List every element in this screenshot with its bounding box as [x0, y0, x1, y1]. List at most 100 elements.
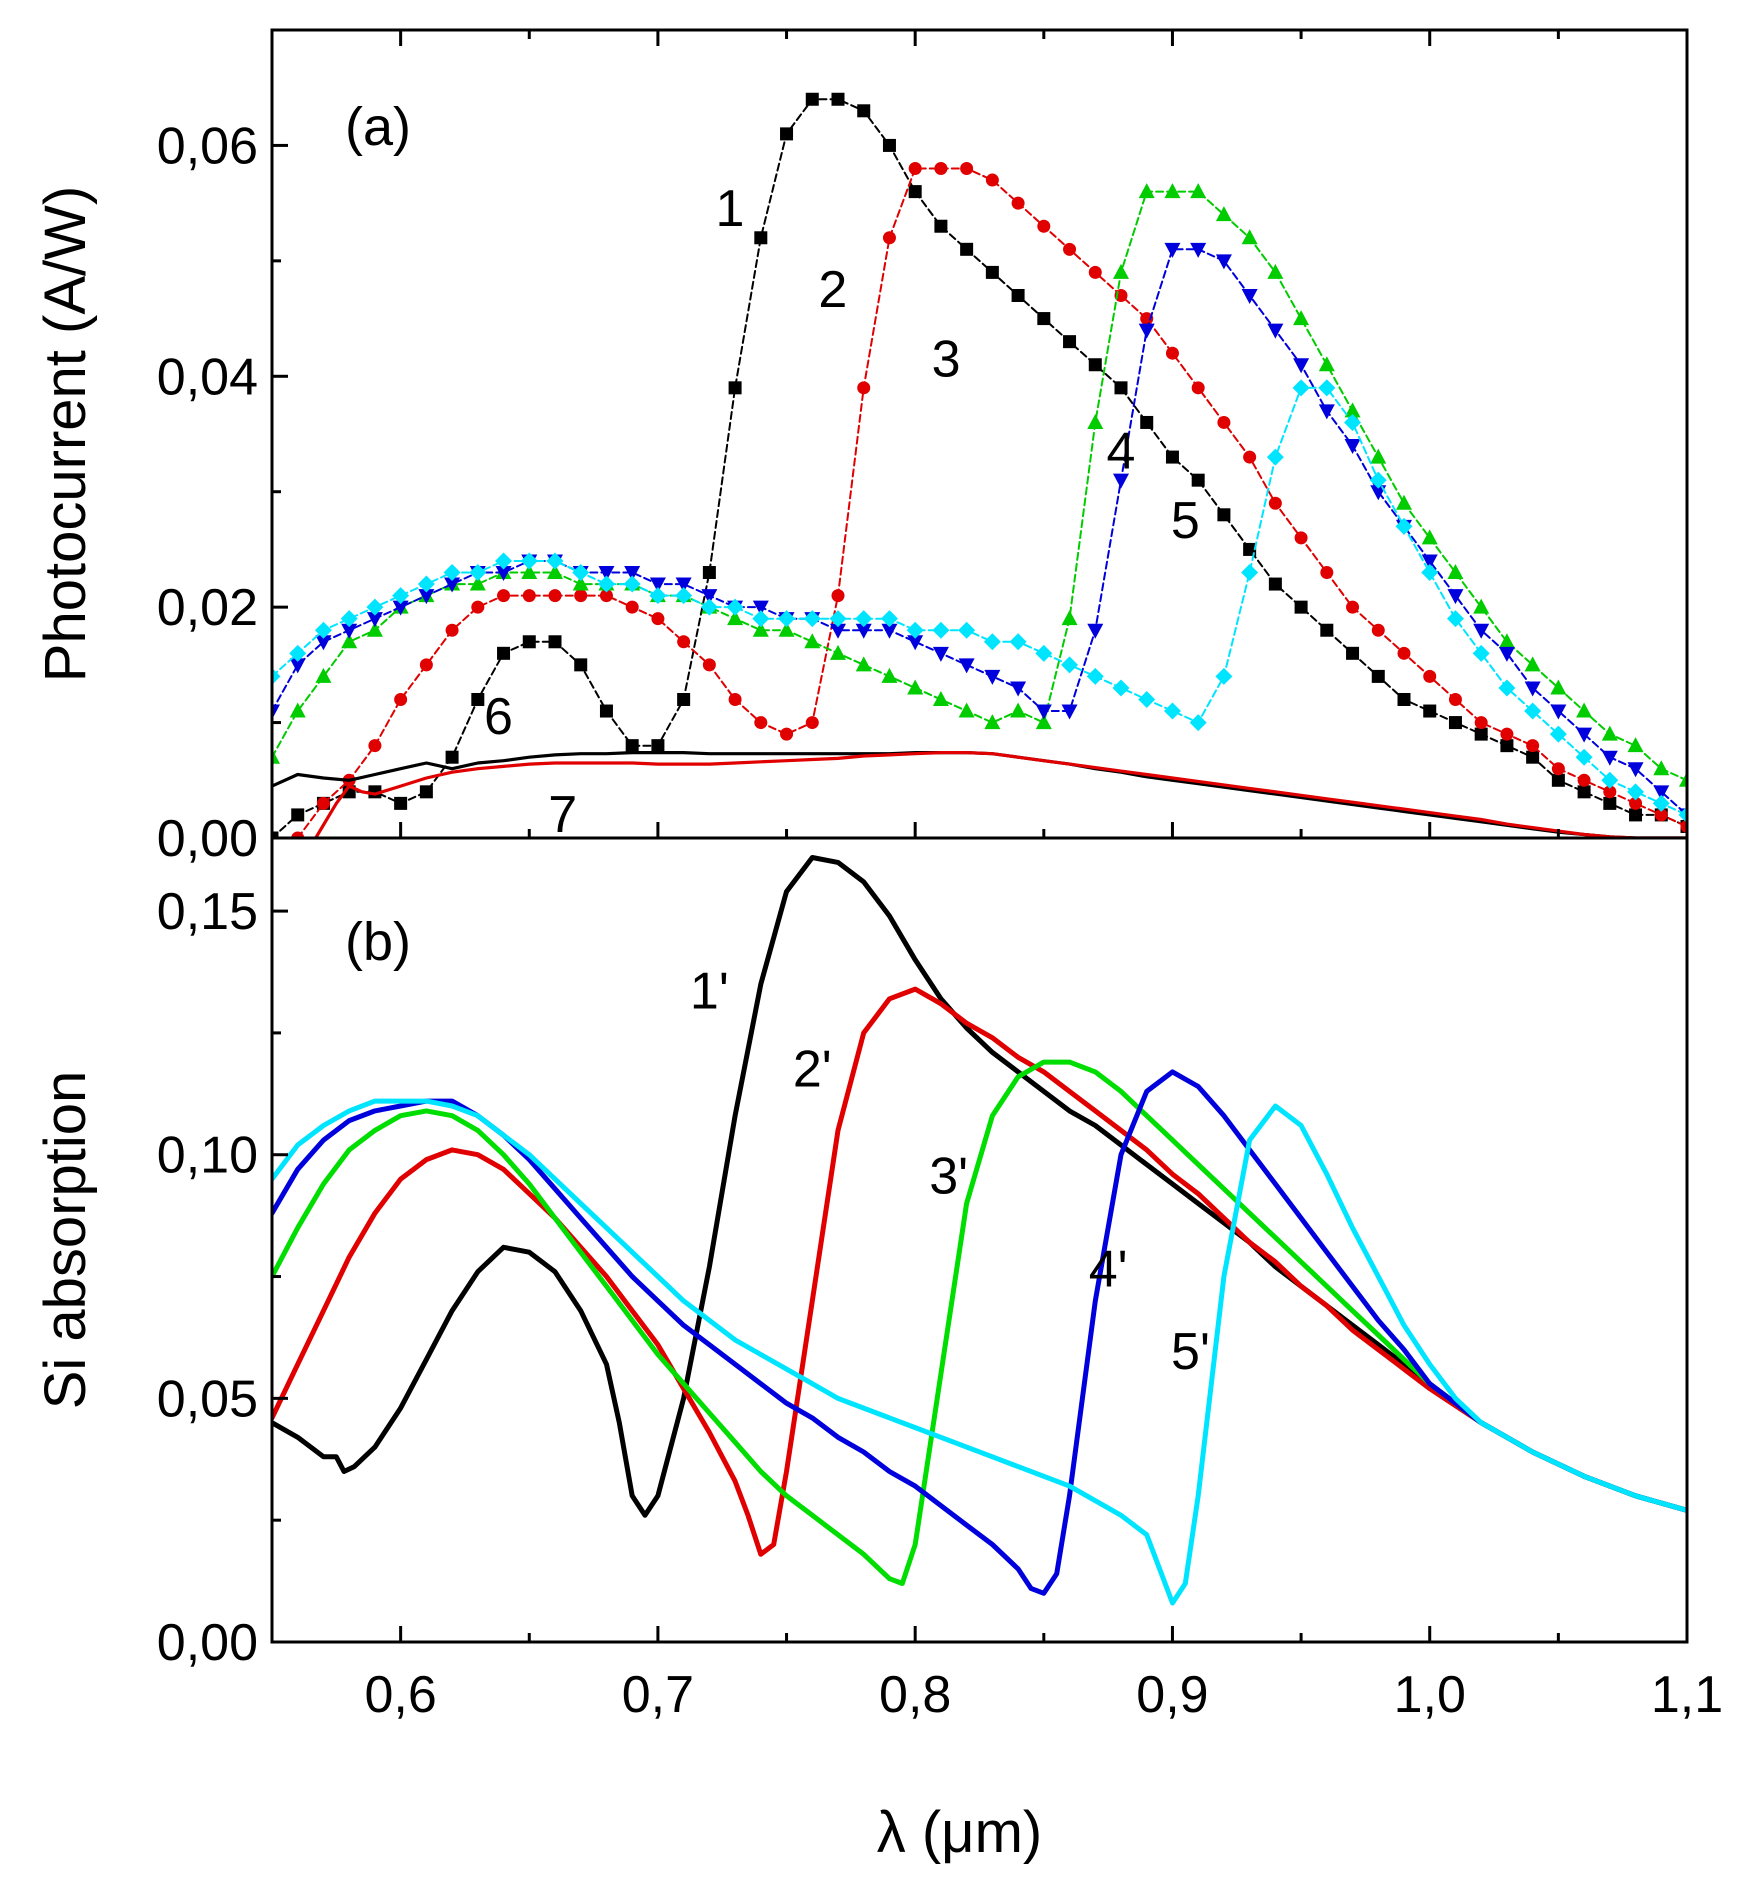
series-a-2-markers [291, 162, 1687, 838]
data-point [1577, 773, 1591, 787]
data-point [1577, 785, 1591, 799]
data-point [984, 669, 1001, 685]
data-point [1344, 413, 1362, 431]
data-point [291, 808, 305, 822]
data-point [932, 690, 949, 706]
data-point [1473, 598, 1490, 614]
data-point [1603, 796, 1617, 810]
data-point [1268, 577, 1282, 591]
data-point [366, 621, 383, 637]
data-point [1397, 692, 1411, 706]
data-point [1500, 739, 1514, 753]
data-point [702, 566, 716, 580]
data-point [547, 564, 563, 580]
data-point [1423, 669, 1437, 683]
data-point [624, 566, 641, 582]
data-point [1652, 794, 1670, 812]
data-point [546, 552, 564, 570]
data-point [1191, 473, 1205, 487]
data-point [1653, 760, 1670, 776]
data-point [445, 623, 459, 637]
data-point [1190, 183, 1207, 199]
data-point [855, 623, 872, 639]
data-point [497, 589, 511, 603]
data-point [1191, 381, 1205, 395]
data-point [315, 667, 332, 683]
data-point [1601, 750, 1618, 766]
data-point [881, 667, 898, 683]
data-point [805, 92, 819, 106]
data-point [1009, 633, 1027, 651]
data-point [599, 704, 613, 718]
data-point [1344, 402, 1361, 418]
data-point [599, 589, 613, 603]
data-point [728, 381, 742, 395]
data-point [831, 589, 845, 603]
data-point [907, 679, 924, 695]
plot-frame [270, 836, 1689, 1644]
curve-label-b-5: 5' [1171, 1323, 1210, 1381]
data-point [623, 575, 641, 593]
data-point [1396, 494, 1412, 510]
data-point [778, 610, 796, 628]
data-point [1243, 542, 1257, 556]
series-a-5-markers [272, 379, 1687, 824]
data-point [857, 381, 871, 395]
data-point [1113, 263, 1129, 279]
plot-area [272, 855, 1687, 1606]
data-point [907, 635, 924, 651]
data-point [1165, 346, 1179, 360]
series-a-1-markers [272, 92, 1687, 838]
data-point [272, 704, 280, 720]
data-point [1112, 679, 1130, 697]
data-point [1576, 727, 1593, 743]
data-point [1113, 473, 1129, 489]
series-b-3-line [272, 1059, 1687, 1586]
data-point [1421, 529, 1438, 545]
data-point [1346, 600, 1360, 614]
data-point [1037, 312, 1051, 326]
data-point [1318, 379, 1336, 397]
data-point [1550, 704, 1567, 720]
data-point [651, 739, 665, 753]
data-point [419, 785, 433, 799]
data-point [934, 162, 948, 176]
data-point [1086, 667, 1104, 685]
data-point [932, 646, 949, 662]
data-point [289, 644, 307, 662]
data-point [1241, 288, 1258, 304]
data-point [985, 265, 999, 279]
data-point [1293, 358, 1310, 374]
data-point [1010, 681, 1027, 697]
data-point [752, 610, 770, 628]
data-point [469, 575, 486, 591]
curve-label-a-6: 6 [484, 688, 513, 746]
data-point [1395, 517, 1413, 535]
data-point [469, 564, 487, 582]
x-tick-label: 1,1 [1651, 1666, 1723, 1724]
data-point [1524, 656, 1541, 672]
data-point [574, 589, 588, 603]
data-point [1140, 415, 1154, 429]
curve-label-b-4: 4' [1089, 1240, 1128, 1298]
x-tick-label: 0,6 [364, 1666, 436, 1724]
y-tick-label: 0,06 [157, 117, 258, 175]
data-point [443, 564, 461, 582]
data-point [1446, 610, 1464, 628]
data-point [880, 610, 898, 628]
data-point [983, 633, 1001, 651]
data-point [1680, 819, 1687, 833]
data-point [1217, 508, 1231, 522]
curve-label-b-2: 2' [793, 1041, 832, 1099]
data-point [906, 621, 924, 639]
data-point [1140, 312, 1154, 326]
data-point [548, 635, 562, 649]
data-point [1629, 808, 1643, 822]
data-point [702, 658, 716, 672]
data-point [803, 610, 821, 628]
data-point [548, 589, 562, 603]
data-point [727, 610, 744, 626]
data-point [1215, 254, 1232, 270]
data-point [1035, 644, 1053, 662]
